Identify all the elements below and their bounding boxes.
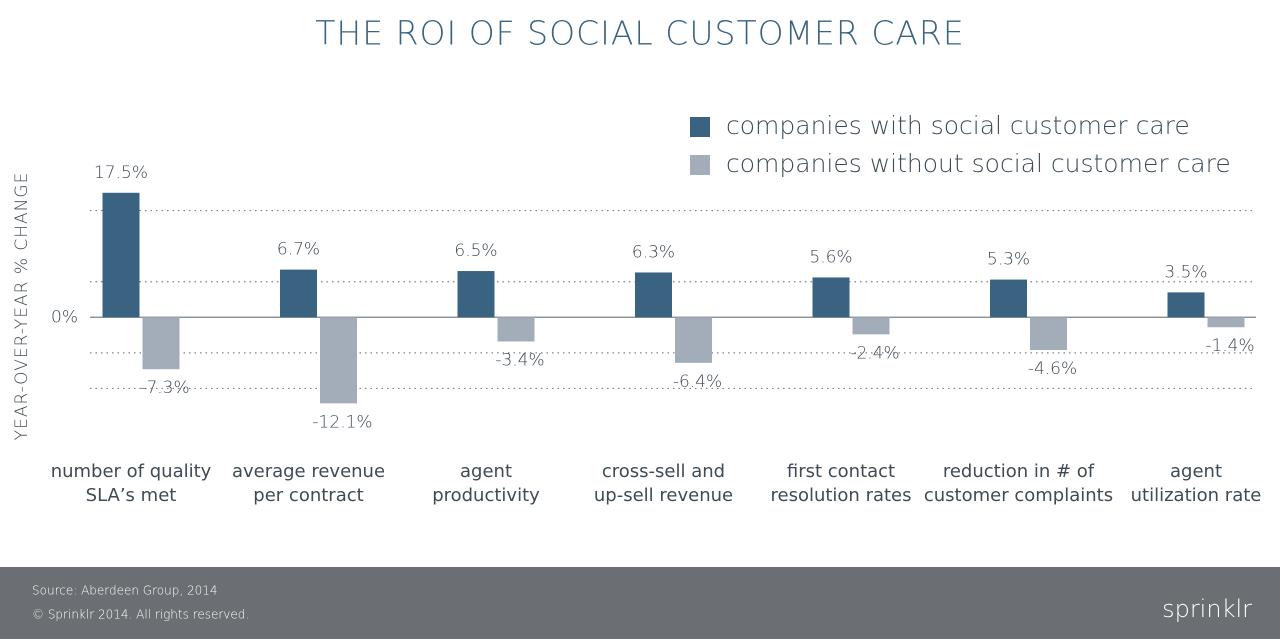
y-axis-label: YEAR-OVER-YEAR % CHANGE xyxy=(12,172,32,441)
bar xyxy=(852,317,890,335)
footer-source: Source: Aberdeen Group, 2014 xyxy=(32,584,218,598)
x-tick-label: first contact resolution rates xyxy=(770,461,912,506)
x-tick-label: average revenue per contract xyxy=(231,461,386,506)
bar xyxy=(675,317,712,363)
bar xyxy=(990,279,1027,318)
bar xyxy=(1167,292,1205,318)
bar xyxy=(1030,317,1067,351)
chart-title: THE ROI OF SOCIAL CUSTOMER CARE xyxy=(315,14,964,53)
bar xyxy=(635,272,672,318)
value-label: -7.3% xyxy=(140,378,189,398)
x-tick-label: agent productivity xyxy=(432,461,540,506)
value-label: 6.7% xyxy=(277,240,320,260)
x-tick-label: agent utilization rate xyxy=(1130,461,1262,506)
x-tick-label: cross-sell and up-sell revenue xyxy=(593,461,734,506)
x-tick-label: number of quality SLA’s met xyxy=(50,461,212,506)
bar xyxy=(457,271,495,318)
value-label: -3.4% xyxy=(495,350,544,370)
bar xyxy=(280,269,317,318)
bar xyxy=(102,192,140,318)
value-label: 6.3% xyxy=(632,242,675,262)
bar xyxy=(142,317,180,370)
value-label: -1.4% xyxy=(1205,336,1254,356)
bar xyxy=(812,277,850,318)
footer-band xyxy=(0,567,1280,639)
value-label: -4.6% xyxy=(1028,359,1077,379)
legend-label: companies with social customer care xyxy=(726,111,1190,140)
bar xyxy=(497,317,535,342)
bar xyxy=(320,317,357,404)
x-tick-label: reduction in # of customer complaints xyxy=(923,461,1114,506)
value-label: 3.5% xyxy=(1164,262,1207,282)
value-label: 5.6% xyxy=(809,247,852,267)
legend-swatch xyxy=(690,155,710,175)
bar xyxy=(1207,317,1245,328)
legend-swatch xyxy=(690,117,710,137)
value-label: 17.5% xyxy=(94,163,148,183)
value-label: 5.3% xyxy=(987,250,1030,270)
legend-label: companies without social customer care xyxy=(726,149,1231,178)
footer-logo: sprinklr xyxy=(1162,595,1252,623)
value-label: -2.4% xyxy=(850,343,899,363)
value-label: -6.4% xyxy=(673,372,722,392)
y-tick-label: 0% xyxy=(51,307,78,327)
footer-copyright: © Sprinklr 2014. All rights reserved. xyxy=(32,608,249,622)
value-label: 6.5% xyxy=(454,241,497,261)
value-label: -12.1% xyxy=(312,412,372,432)
